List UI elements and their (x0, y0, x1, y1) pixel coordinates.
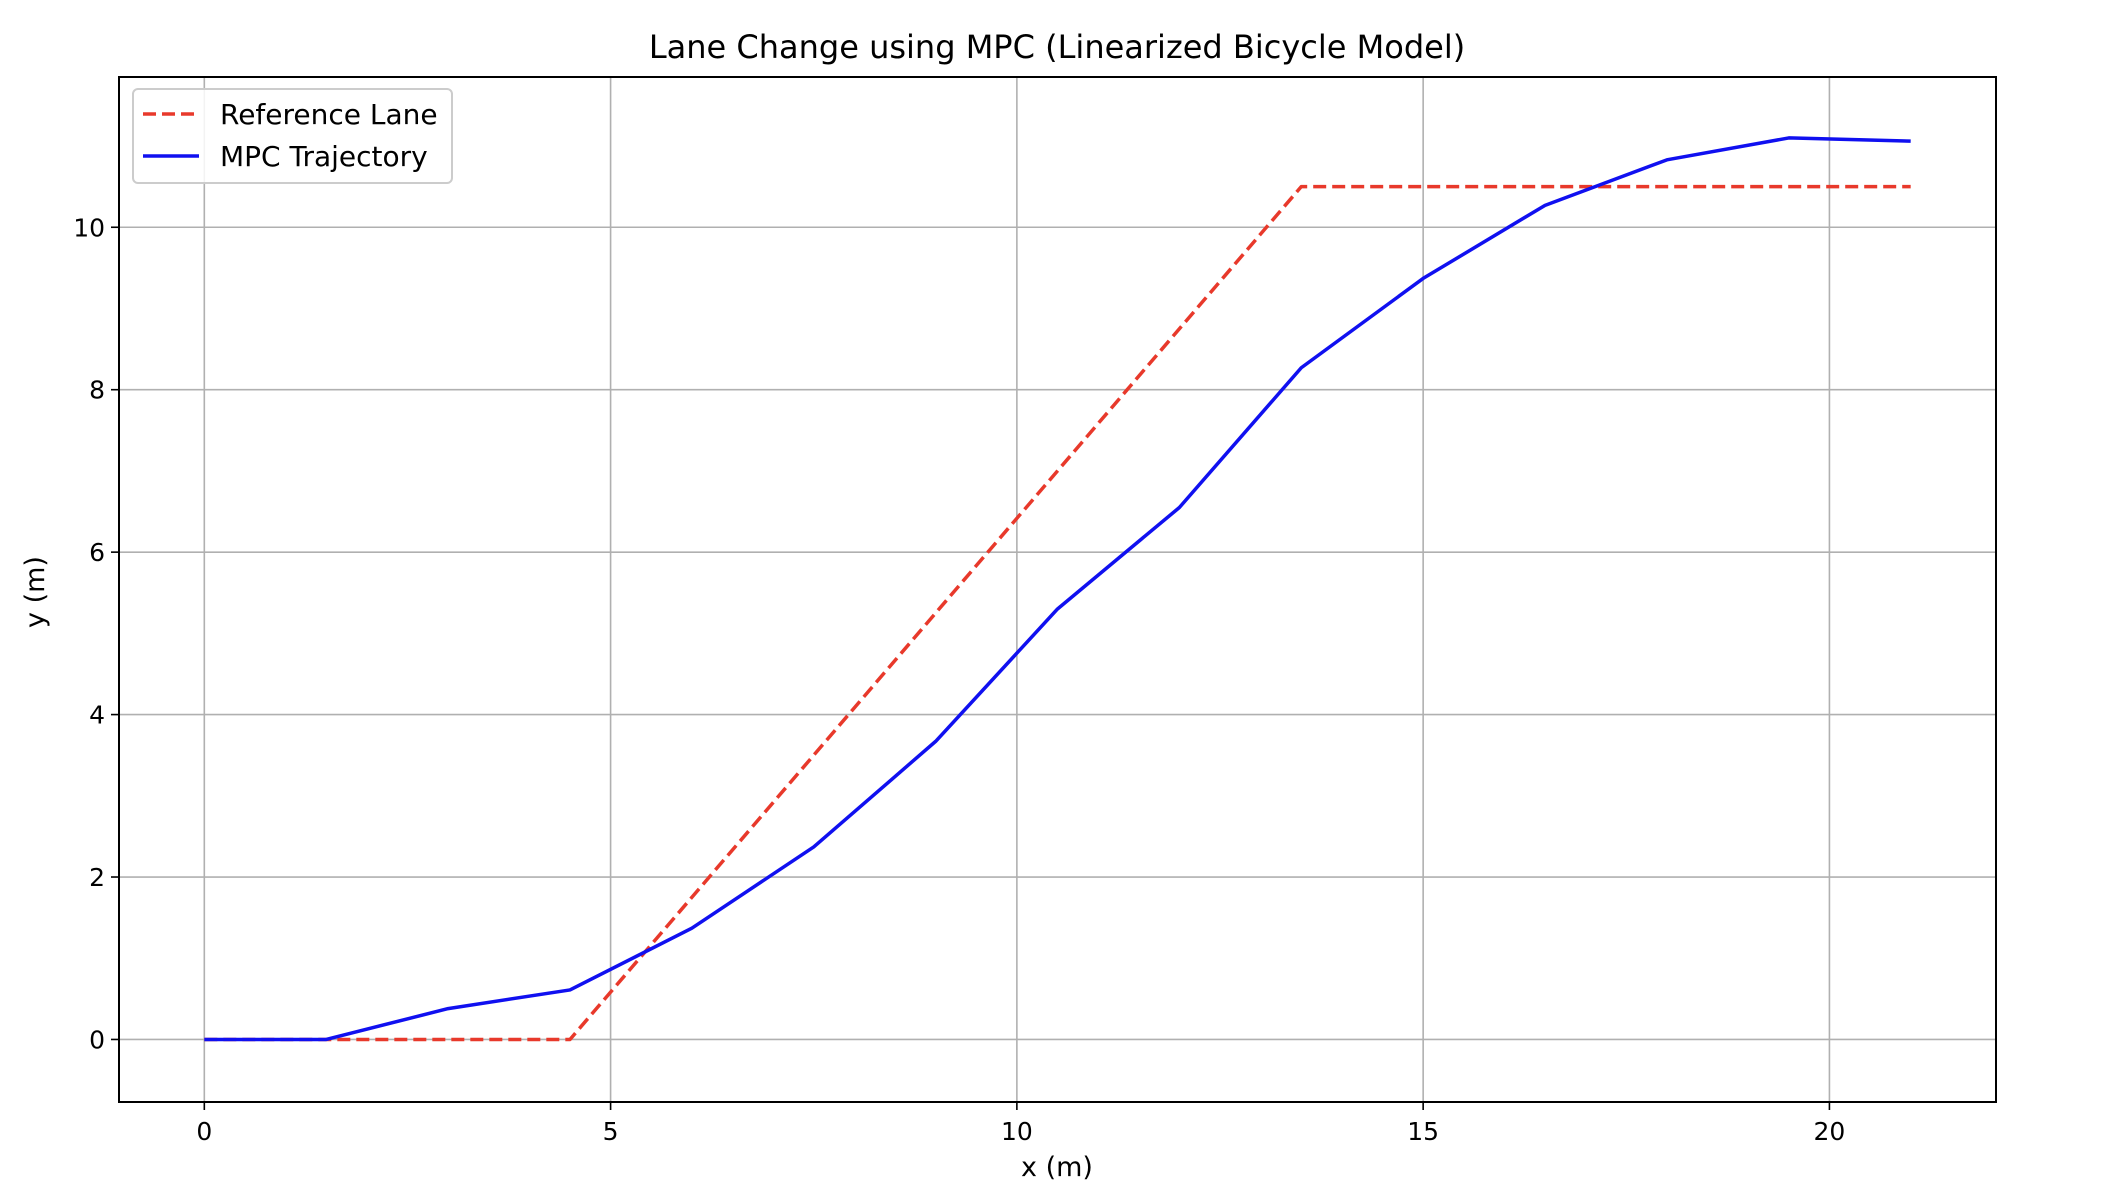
x-tick-label: 10 (1001, 1117, 1033, 1146)
plot-frame (118, 76, 1997, 1103)
y-tick-label: 10 (73, 213, 105, 242)
series-lines (204, 136, 1911, 1042)
x-tick-label: 5 (603, 1117, 619, 1146)
x-tick-label: 15 (1407, 1117, 1439, 1146)
grid-lines (119, 77, 1996, 1102)
y-tick-label: 6 (89, 538, 105, 567)
plot-area: 0 5 10 15 20 0 2 4 6 8 10 (73, 76, 1997, 1146)
legend-box (132, 88, 453, 184)
y-tick-label: 2 (89, 863, 105, 892)
legend-label-reference-lane: Reference Lane (220, 98, 438, 131)
x-tick-label: 20 (1814, 1117, 1846, 1146)
legend: Reference Lane MPC Trajectory (132, 88, 453, 184)
chart-title: Lane Change using MPC (Linearized Bicycl… (649, 28, 1465, 66)
plot-background (119, 77, 1996, 1102)
mpc-trajectory-line (204, 136, 1911, 1042)
y-tick-label: 8 (89, 376, 105, 405)
y-tick-label: 0 (89, 1025, 105, 1054)
x-tick-label: 0 (196, 1117, 212, 1146)
legend-label-mpc-trajectory: MPC Trajectory (220, 140, 428, 173)
reference-lane-line (204, 184, 1911, 1042)
y-axis-label: y (m) (20, 556, 51, 628)
x-axis: 0 5 10 15 20 (196, 1102, 1845, 1146)
y-tick-label: 4 (89, 701, 105, 730)
x-axis-label: x (m) (1021, 1152, 1093, 1183)
y-axis: 0 2 4 6 8 10 (73, 213, 119, 1054)
